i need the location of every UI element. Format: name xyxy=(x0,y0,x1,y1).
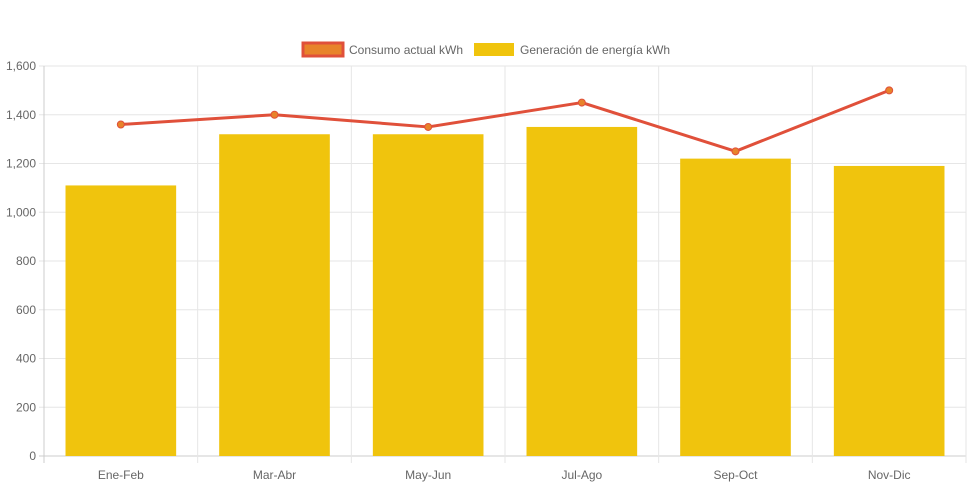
y-tick-label: 1,600 xyxy=(6,59,36,73)
line-point xyxy=(424,122,433,131)
legend-label-generacion: Generación de energía kWh xyxy=(520,43,670,57)
line-point xyxy=(577,98,586,107)
y-tick-label: 1,400 xyxy=(6,108,36,122)
y-tick-label: 1,000 xyxy=(6,205,36,219)
x-tick-label: Mar-Abr xyxy=(253,468,296,482)
legend-item-generacion[interactable]: Generación de energía kWh xyxy=(474,43,670,57)
y-tick-label: 200 xyxy=(16,400,36,414)
line-series xyxy=(116,86,894,156)
y-tick-label: 600 xyxy=(16,303,36,317)
x-tick-label: Ene-Feb xyxy=(98,468,144,482)
line-point xyxy=(731,147,740,156)
y-tick-label: 1,200 xyxy=(6,157,36,171)
bar xyxy=(65,185,177,456)
y-tick-label: 800 xyxy=(16,254,36,268)
bar xyxy=(219,134,330,456)
legend-swatch-generacion xyxy=(474,43,514,56)
legend-swatch-consumo xyxy=(301,41,345,58)
bar xyxy=(680,158,791,456)
bar xyxy=(526,126,638,456)
x-axis: Ene-Feb Mar-Abr May-Jun Jul-Ago Sep-Oct Nov-D… xyxy=(98,468,911,482)
bar xyxy=(833,165,945,456)
series-line xyxy=(120,88,890,153)
line-point xyxy=(270,110,279,119)
y-tick-label: 400 xyxy=(16,352,36,366)
x-tick-label: Nov-Dic xyxy=(868,468,911,482)
bar-series xyxy=(65,126,945,456)
x-tick-label: Jul-Ago xyxy=(561,468,602,482)
x-tick-label: May-Jun xyxy=(405,468,451,482)
legend-item-consumo[interactable]: Consumo actual kWh xyxy=(301,41,463,58)
y-tick-label: 0 xyxy=(29,449,36,463)
legend[interactable]: Consumo actual kWh Generación de energía… xyxy=(301,41,670,58)
legend-label-consumo: Consumo actual kWh xyxy=(349,43,463,57)
x-tick-label: Sep-Oct xyxy=(713,468,758,482)
bar xyxy=(372,134,484,456)
grid xyxy=(39,65,967,463)
y-axis: 0 200 400 600 800 1,000 1,200 1,400 1,600 xyxy=(6,59,36,463)
line-point xyxy=(116,120,125,129)
line-point xyxy=(885,86,894,95)
